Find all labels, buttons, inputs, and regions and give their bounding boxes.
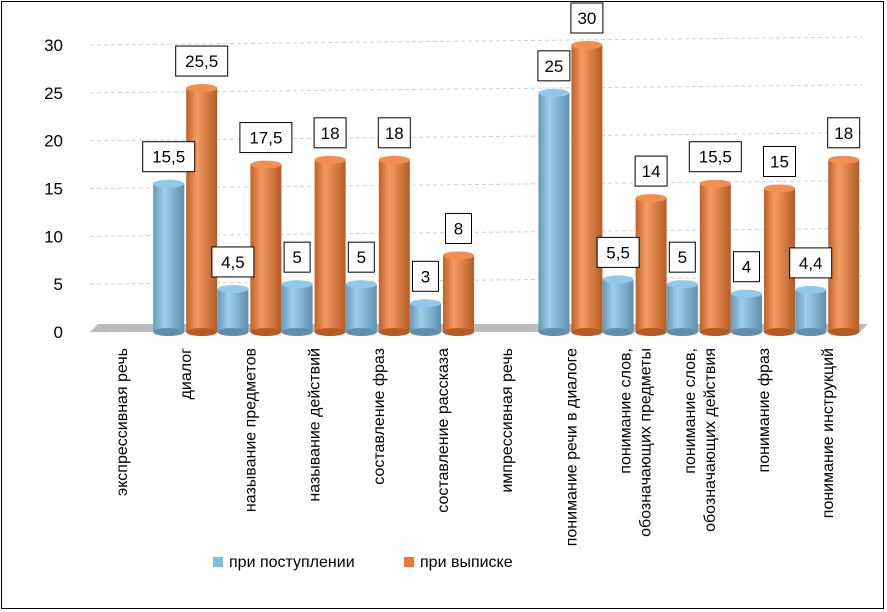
data-label: 3 xyxy=(412,260,439,292)
bar xyxy=(795,285,827,336)
gridline xyxy=(89,132,863,142)
data-label: 15,5 xyxy=(142,141,196,173)
y-tick-label: 15 xyxy=(44,180,63,199)
y-tick-label: 5 xyxy=(54,275,63,294)
bar xyxy=(731,289,762,336)
svg-text:18: 18 xyxy=(385,124,404,143)
svg-text:15,5: 15,5 xyxy=(699,148,732,167)
data-labels: 15,5 25,5 4,5 17,5 5 18 5 18 3 8 25 30 5,5 14 5 15,5 4 15… xyxy=(142,2,861,292)
category-label: называние действий xyxy=(307,348,324,502)
data-label: 14 xyxy=(634,155,668,187)
bar xyxy=(217,284,249,336)
bar xyxy=(571,41,603,336)
data-label: 4 xyxy=(733,251,760,283)
svg-text:5: 5 xyxy=(292,248,301,267)
data-label: 25 xyxy=(537,50,571,82)
svg-text:15: 15 xyxy=(770,153,789,172)
data-label: 5,5 xyxy=(596,236,640,268)
y-tick-label: 25 xyxy=(44,84,63,103)
category-label: называние предметов xyxy=(242,348,259,512)
category-label: составление рассказа xyxy=(435,348,452,513)
data-label: 15 xyxy=(763,146,796,177)
data-label: 30 xyxy=(570,2,604,34)
category-label: понимание слов, обозначающих предметы xyxy=(618,348,655,537)
bar xyxy=(443,251,474,336)
svg-text:3: 3 xyxy=(421,267,430,286)
category-labels: экспрессивная речь диалог называние предме… xyxy=(114,348,837,546)
svg-text:25: 25 xyxy=(544,57,563,76)
y-tick-label: 20 xyxy=(44,132,63,151)
gridline xyxy=(89,275,863,285)
bar xyxy=(281,280,313,336)
gridline xyxy=(89,180,863,189)
bar xyxy=(538,88,570,336)
svg-text:18: 18 xyxy=(834,124,853,143)
legend: при поступлении при выписке xyxy=(213,554,513,571)
svg-text:30: 30 xyxy=(577,9,596,28)
svg-text:18: 18 xyxy=(321,124,340,143)
bar xyxy=(345,280,377,336)
category-label: экспрессивная речь xyxy=(114,348,131,496)
gridline xyxy=(89,227,863,237)
bar xyxy=(699,179,731,336)
svg-text:5: 5 xyxy=(678,248,687,267)
data-label: 15,5 xyxy=(688,141,742,173)
category-label: импрессивная речь xyxy=(499,348,516,493)
bar xyxy=(186,84,218,336)
data-label: 18 xyxy=(827,117,861,149)
gridline xyxy=(89,84,863,94)
bar xyxy=(410,299,441,336)
data-label: 5 xyxy=(347,241,375,273)
data-label: 8 xyxy=(445,212,472,244)
svg-text:при поступлении: при поступлении xyxy=(229,554,355,571)
gridline xyxy=(89,36,863,46)
legend-item: при выписке xyxy=(404,554,513,571)
svg-text:4,4: 4,4 xyxy=(799,254,823,273)
data-label: 5 xyxy=(283,241,311,273)
svg-text:17,5: 17,5 xyxy=(249,129,282,148)
svg-text:14: 14 xyxy=(642,162,661,181)
y-tick-label: 10 xyxy=(44,227,63,246)
bar xyxy=(250,160,282,336)
category-label: диалог xyxy=(178,348,195,400)
bar xyxy=(666,280,698,336)
bar xyxy=(314,155,346,336)
data-label: 18 xyxy=(377,117,411,149)
category-label: составление фраз xyxy=(371,348,388,485)
data-label: 5 xyxy=(668,241,696,273)
svg-text:4,5: 4,5 xyxy=(221,253,245,272)
bar xyxy=(153,179,185,336)
bar xyxy=(635,194,667,336)
category-label: понимание фраз xyxy=(756,348,773,472)
bar xyxy=(828,155,860,336)
data-label: 17,5 xyxy=(239,122,293,154)
legend-item: при поступлении xyxy=(213,554,355,571)
data-label: 4,4 xyxy=(789,247,833,279)
category-label: понимание слов, обозначающих действия xyxy=(682,348,719,532)
svg-text:15,5: 15,5 xyxy=(152,148,185,167)
category-label: понимание инструкций xyxy=(820,348,837,518)
data-label: 4,5 xyxy=(211,246,255,278)
bars xyxy=(153,41,860,336)
svg-text:при выписке: при выписке xyxy=(420,554,513,571)
svg-text:25,5: 25,5 xyxy=(185,52,218,71)
bar xyxy=(602,275,634,336)
bar xyxy=(378,155,410,336)
y-tick-label: 30 xyxy=(44,36,63,55)
data-label: 18 xyxy=(313,117,347,149)
svg-text:4: 4 xyxy=(742,258,751,277)
category-label: понимание речи в диалоге xyxy=(563,348,580,546)
data-label: 25,5 xyxy=(175,45,229,77)
svg-text:8: 8 xyxy=(454,219,463,238)
y-tick-label: 0 xyxy=(54,323,63,342)
svg-text:5,5: 5,5 xyxy=(606,243,630,262)
y-axis-ticks: 0 5 10 15 20 25 30 xyxy=(44,36,63,342)
svg-text:5: 5 xyxy=(357,248,366,267)
